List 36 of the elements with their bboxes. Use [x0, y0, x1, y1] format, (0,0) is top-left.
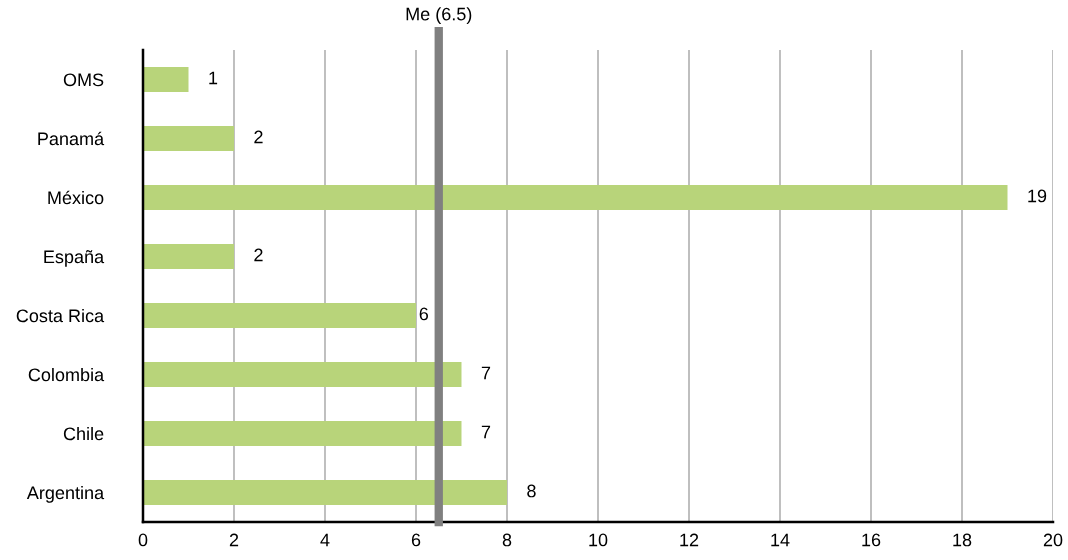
- y-tick-label: Argentina: [26, 485, 105, 503]
- bar: [143, 126, 234, 151]
- data-label: 8: [527, 484, 536, 498]
- bar: [143, 480, 507, 505]
- data-label: 19: [1028, 189, 1047, 203]
- bar: [143, 67, 189, 92]
- x-tick-label: 18: [953, 533, 972, 547]
- bar: [143, 185, 1008, 210]
- x-tick-label: 10: [589, 533, 608, 547]
- bar: [143, 244, 234, 269]
- y-tick-label: Chile: [63, 426, 104, 441]
- x-tick-label: 8: [502, 533, 512, 547]
- data-label: 2: [254, 248, 263, 262]
- ref-line-label: Me (6.5): [406, 7, 472, 25]
- data-label: 1: [209, 71, 218, 85]
- bar: [143, 362, 462, 387]
- x-tick-label: 6: [411, 533, 421, 547]
- x-tick-label: 2: [229, 533, 239, 547]
- y-tick-label: Colombia: [28, 367, 105, 382]
- x-tick-label: 16: [862, 533, 881, 547]
- x-tick-label: 14: [771, 533, 790, 547]
- bar: [143, 421, 462, 446]
- y-tick-label: México: [48, 190, 104, 205]
- y-tick-label: OMS: [63, 73, 104, 87]
- y-tick-label: Costa Rica: [16, 308, 105, 323]
- data-label: 7: [481, 366, 491, 380]
- y-tick-label: España: [44, 250, 105, 267]
- data-label: 7: [481, 425, 491, 439]
- x-tick-label: 0: [138, 533, 148, 547]
- x-tick-label: 4: [320, 533, 330, 547]
- x-tick-label: 12: [680, 533, 699, 547]
- y-tick-label: Panamá: [38, 131, 105, 146]
- x-tick-label: 20: [1043, 533, 1063, 547]
- data-label: 6: [419, 307, 429, 321]
- data-label: 2: [254, 130, 263, 144]
- bar: [143, 303, 416, 328]
